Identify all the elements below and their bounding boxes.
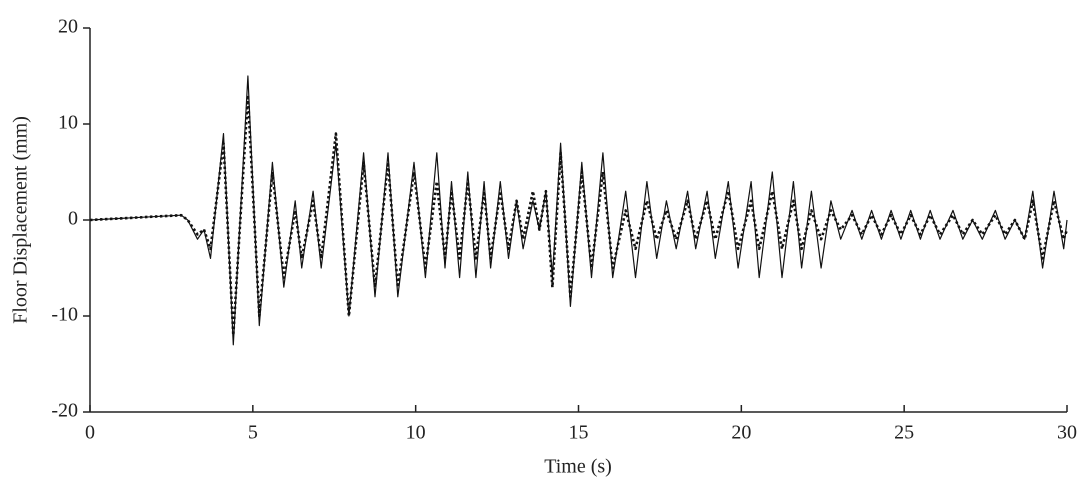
data-line [89,93,1069,337]
y-tick-label: -10 [51,304,78,326]
x-tick-label: 25 [894,422,914,444]
x-tick-label: 0 [85,422,95,444]
data-line [89,75,1068,346]
y-tick-label: -20 [51,400,78,422]
y-tick-label: 0 [68,208,78,230]
x-tick-label: 15 [569,422,589,444]
x-tick-label: 5 [248,422,258,444]
y-tick-label: 20 [58,16,78,38]
x-tick-label: 30 [1057,422,1077,444]
y-axis-label: Floor Displacement (mm) [10,116,32,324]
y-tick-label: 10 [58,112,78,134]
x-tick-label: 10 [406,422,426,444]
x-tick-label: 20 [731,422,751,444]
x-axis-label: Time (s) [544,456,612,478]
